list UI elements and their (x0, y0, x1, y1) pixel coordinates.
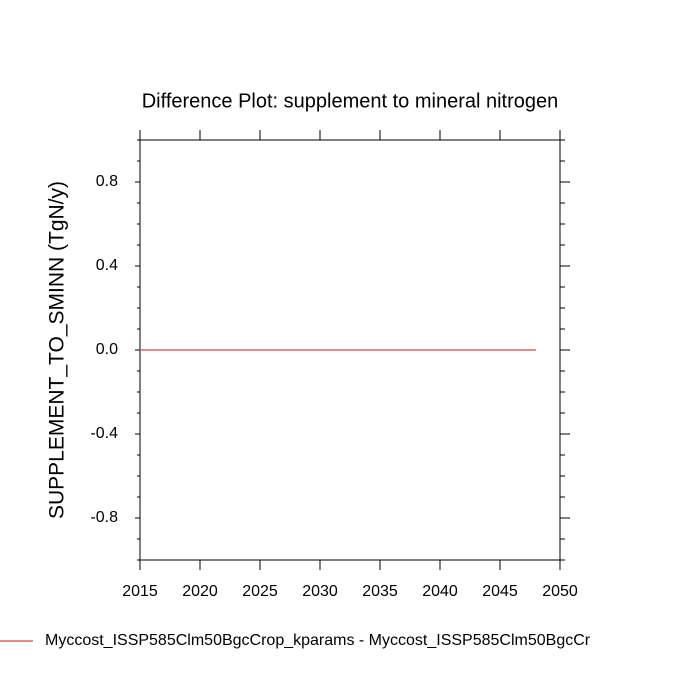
x-tick-label: 2015 (122, 583, 158, 600)
y-tick-label: 0.8 (96, 173, 118, 190)
x-tick-label: 2030 (302, 583, 338, 600)
x-tick-label: 2045 (482, 583, 518, 600)
legend-label: Myccost_ISSP585Clm50BgcCrop_kparams - My… (45, 632, 591, 649)
x-tick-label: 2025 (242, 583, 278, 600)
y-tick-label: -0.8 (90, 509, 118, 526)
x-tick-label: 2050 (542, 583, 578, 600)
y-tick-label: -0.4 (90, 425, 118, 442)
y-axis-label: SUPPLEMENT_TO_SMINN (TgN/y) (46, 181, 69, 519)
y-tick-label: 0.0 (96, 341, 118, 358)
y-tick-label: 0.4 (96, 257, 118, 274)
chart-title: Difference Plot: supplement to mineral n… (142, 90, 559, 112)
x-tick-label: 2040 (422, 583, 458, 600)
x-tick-label: 2020 (182, 583, 218, 600)
x-tick-label: 2035 (362, 583, 398, 600)
